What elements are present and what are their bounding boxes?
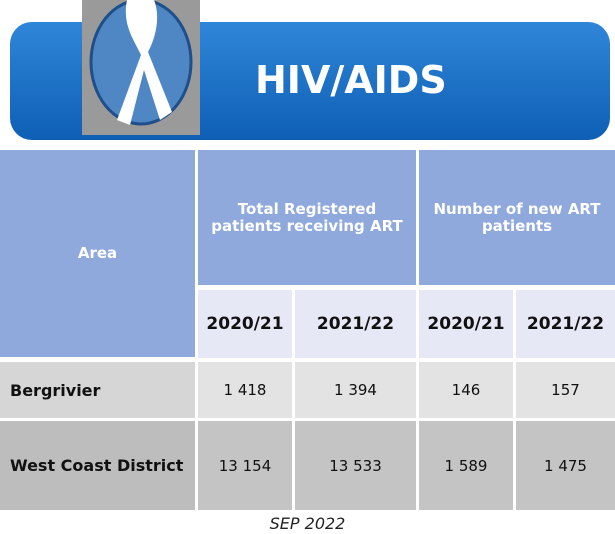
- subheader-cell: 2020/21: [419, 290, 513, 358]
- cell: 1 589: [419, 421, 513, 510]
- title: HIV/AIDS: [255, 58, 447, 102]
- cell: 1 418: [198, 362, 292, 418]
- header-cell: Area: [0, 150, 195, 357]
- subheader-cell: 2021/22: [295, 290, 416, 358]
- header-cell: Total Registered patients receiving ART: [198, 150, 416, 285]
- cell: 1 394: [295, 362, 416, 418]
- ribbon: [117, 0, 172, 125]
- cell: 146: [419, 362, 513, 418]
- footer-date: SEP 2022: [269, 513, 346, 533]
- ribbon-svg: [89, 0, 193, 126]
- subheader-cell: 2021/22: [516, 290, 615, 358]
- subheader-cell: 2020/21: [198, 290, 292, 358]
- cell: 13 154: [198, 421, 292, 510]
- ribbon-icon: [82, 0, 200, 135]
- cell: 1 475: [516, 421, 615, 510]
- row-label: Bergrivier: [0, 362, 195, 418]
- cell: 13 533: [295, 421, 416, 510]
- row-label: West Coast District: [0, 421, 195, 510]
- cell: 157: [516, 362, 615, 418]
- header-cell: Number of new ART patients: [419, 150, 615, 285]
